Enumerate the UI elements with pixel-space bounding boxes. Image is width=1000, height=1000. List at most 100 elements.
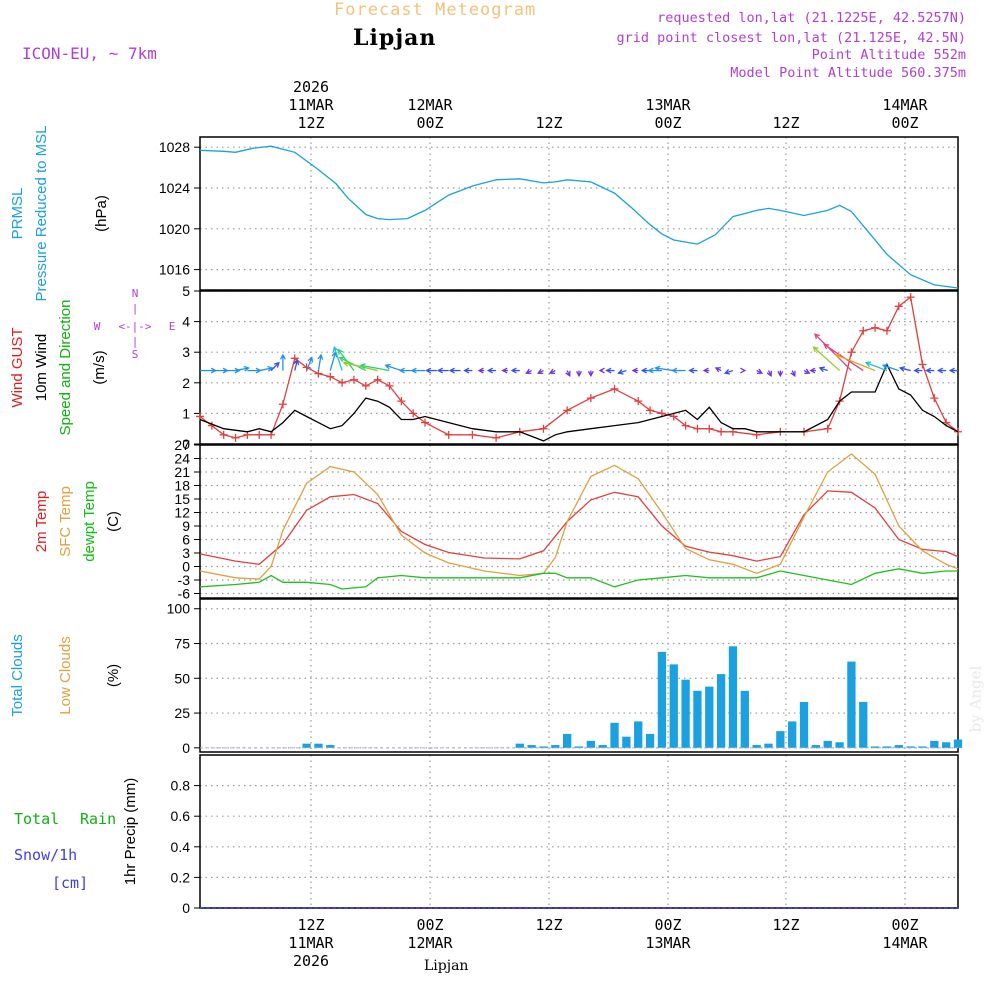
top-axis-hour: 00Z — [416, 114, 443, 132]
wind-arrow-head — [777, 371, 784, 378]
cloud-bar — [764, 743, 773, 748]
cloud-bar — [586, 740, 595, 748]
cloud-bar — [953, 739, 963, 748]
gust-marker — [894, 302, 903, 311]
temperature-frame — [199, 444, 959, 599]
wind-arrow-shaft — [819, 367, 828, 372]
cloud-bar — [681, 679, 690, 748]
pressure-side-label-2: (hPa) — [93, 195, 110, 232]
wind-ytick-label: 3 — [182, 344, 190, 360]
cloud-bar — [314, 743, 323, 748]
compass-west: W — [94, 320, 101, 333]
wind-arrow-head — [525, 368, 532, 374]
clouds-ytick-label: 100 — [167, 601, 191, 617]
wind-ytick-label: 4 — [182, 314, 190, 330]
gust-marker — [930, 394, 939, 403]
temperature-series-line-0 — [199, 490, 959, 565]
precip-label-total: Total — [14, 810, 59, 828]
wind-ytick-label: 1 — [182, 405, 190, 421]
wind-arrow-head — [384, 363, 391, 370]
temperature-panel — [194, 444, 959, 599]
cloud-bar — [622, 736, 631, 748]
model-altitude: Model Point Altitude 560.375m — [730, 65, 966, 81]
top-axis-hour: 12Z — [535, 114, 562, 132]
temperature-ytick-label: 9 — [182, 518, 190, 534]
wind-arrow-head — [881, 363, 889, 370]
wind-side-label-3: (m/s) — [91, 350, 108, 384]
wind-arrow-head — [864, 361, 872, 367]
wind-arrow-head — [617, 369, 624, 375]
gust-marker — [219, 430, 228, 439]
wind-arrow-head — [834, 353, 842, 360]
precipitation-ytick-label: 0 — [182, 900, 190, 916]
top-axis-date: 14MAR — [882, 96, 928, 114]
wind-arrow-shaft — [294, 360, 298, 371]
wind-arrow-head — [766, 370, 772, 377]
compass-s-bar: | — [132, 335, 139, 348]
precipitation-ytick-label: 0.2 — [171, 869, 191, 885]
wind-arrow-head — [510, 367, 517, 374]
wind-arrow-head — [809, 367, 816, 374]
temperature-side-label-2: dewpt Temp — [81, 481, 98, 562]
temperature-side-label-0: 2m Temp — [33, 491, 50, 552]
top-axis-date: 13MAR — [645, 96, 691, 114]
gust-marker — [290, 354, 299, 363]
gust-marker — [906, 293, 915, 302]
wind-ytick-label: 2 — [182, 375, 190, 391]
wind-arrow-head — [576, 371, 582, 378]
gust-marker — [705, 424, 714, 433]
wind-arrow-head — [565, 370, 571, 377]
wind-arrow-shaft — [333, 346, 343, 371]
pressure-series-line-0 — [199, 145, 959, 289]
bottom-axis-hour: 00Z — [654, 916, 681, 934]
cloud-bar — [906, 746, 915, 748]
wind-arrow-shaft — [329, 352, 337, 371]
footer-location: Lipjan — [424, 958, 469, 974]
compass-ew-arrows: <-|-> — [118, 320, 151, 333]
cloud-bar — [716, 674, 726, 748]
cloud-bar — [551, 745, 560, 748]
wind-arrow-head — [647, 367, 654, 374]
gust-marker — [278, 400, 287, 409]
cloud-bar — [527, 745, 536, 748]
wind-arrow-head — [913, 367, 920, 374]
cloud-bar — [669, 664, 678, 748]
cloud-bar — [859, 701, 868, 748]
wind-arrow-head — [723, 369, 731, 375]
top-axis-date: 11MAR — [288, 96, 334, 114]
cloud-bar — [610, 722, 619, 748]
bottom-axis-date: 11MAR — [288, 934, 334, 952]
wind-arrow-head — [537, 368, 544, 374]
bottom-axis-date: 13MAR — [645, 934, 691, 952]
chart-title: Forecast Meteogram — [334, 0, 537, 20]
temperature-ytick-label: 18 — [174, 478, 190, 494]
wind-arrow-head — [640, 367, 647, 374]
wind-arrow-shaft — [813, 346, 840, 372]
temperature-ytick-label: 12 — [174, 505, 190, 521]
wind-arrow-shaft — [385, 364, 402, 372]
pressure-panel — [194, 136, 959, 291]
cloud-bar — [539, 746, 548, 748]
wind-arrow-head — [267, 365, 274, 372]
precip-axis-label: 1hr Precip (mm) — [122, 778, 139, 886]
gust-marker — [586, 394, 595, 403]
gust-marker — [681, 421, 690, 430]
pressure-frame — [199, 136, 959, 291]
temperature-series-line-1 — [199, 453, 959, 580]
wind-arrow-head — [818, 366, 825, 373]
cloud-bar — [930, 740, 939, 748]
wind-arrow-head — [234, 367, 241, 374]
gust-marker — [349, 375, 358, 384]
wind-arrow-head — [688, 367, 695, 374]
cloud-bar — [823, 740, 832, 748]
wind-arrow-shaft — [814, 333, 852, 372]
cloud-bar — [882, 746, 892, 748]
wind-arrow-head — [790, 370, 796, 377]
gust-marker — [373, 375, 382, 384]
compass-north: N — [132, 287, 139, 300]
wind-side-label-1: 10m Wind — [33, 334, 50, 402]
wind-arrow-head — [243, 365, 250, 372]
cloud-bar — [776, 731, 785, 748]
wind-arrow-head — [654, 365, 661, 372]
